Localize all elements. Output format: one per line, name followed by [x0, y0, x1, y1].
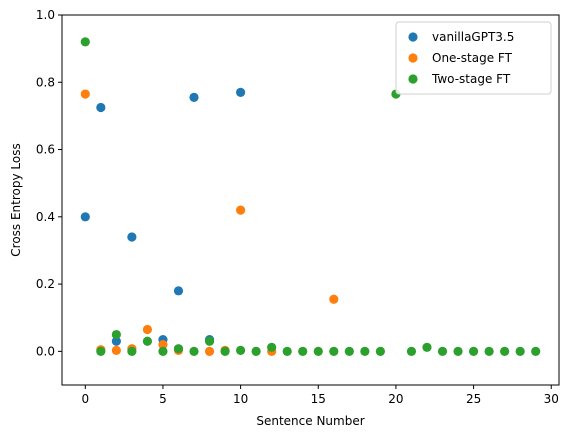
point-series2-4: [142, 336, 153, 346]
plot-frame: [61, 14, 560, 386]
point-series2-1: [96, 346, 106, 356]
point-series2-10: [236, 345, 246, 355]
point-series2-25: [468, 346, 479, 356]
y-tick-label-1: 0.2: [36, 277, 55, 291]
legend-label-0: vanillaGPT3.5: [432, 30, 514, 44]
point-series0-5: [173, 286, 184, 296]
x-tick-label-4: 20: [388, 392, 403, 406]
point-series2-8: [204, 336, 215, 346]
legend-marker-2: [408, 74, 418, 84]
x-tick-label-0: 0: [81, 392, 89, 406]
point-series2-24: [453, 346, 463, 356]
y-axis-label: Cross Entropy Loss: [9, 143, 23, 256]
point-series1-0: [80, 89, 90, 99]
point-series1-7: [204, 346, 215, 356]
x-tick-label-2: 10: [233, 392, 248, 406]
point-series0-6: [189, 92, 199, 103]
point-series1-2: [111, 345, 121, 355]
point-series2-9: [220, 346, 230, 356]
legend-label-2: Two-stage FT: [431, 72, 511, 86]
point-series2-15: [313, 346, 323, 356]
point-series2-13: [282, 346, 292, 356]
y-tick-label-3: 0.6: [36, 143, 55, 157]
point-series0-8: [236, 87, 246, 97]
y-tick-label-5: 1.0: [36, 8, 55, 22]
point-series2-7: [189, 346, 199, 356]
point-series0-2: [111, 336, 121, 346]
x-tick-label-1: 5: [159, 392, 167, 406]
point-series1-11: [329, 294, 339, 304]
point-series2-11: [251, 346, 261, 356]
data-points: [80, 37, 541, 356]
legend-marker-1: [408, 53, 418, 63]
point-series2-0: [80, 37, 90, 47]
point-series0-3: [127, 232, 137, 242]
point-series2-26: [484, 346, 494, 356]
point-series2-19: [375, 346, 385, 356]
x-tick-label-6: 30: [544, 392, 559, 406]
x-tick-label-5: 25: [466, 392, 481, 406]
y-tick-label-4: 0.8: [36, 75, 55, 89]
legend: vanillaGPT3.5 One-stage FT Two-stage FT: [395, 21, 552, 95]
point-series2-16: [329, 346, 339, 356]
point-series2-29: [531, 346, 541, 356]
legend-box: [395, 21, 552, 95]
point-series2-3: [127, 346, 137, 356]
point-series1-5: [158, 340, 168, 350]
y-axis-ticks: 0.0 0.2 0.4 0.6 0.8 1.0: [36, 8, 62, 358]
point-series2-17: [344, 346, 354, 356]
point-series1-9: [236, 205, 246, 215]
point-series2-6: [173, 344, 184, 354]
point-series2-18: [360, 346, 370, 356]
point-series2-27: [500, 346, 510, 356]
point-series2-12: [267, 342, 277, 352]
point-series2-23: [437, 346, 448, 356]
point-series2-22: [422, 342, 432, 352]
point-series2-28: [515, 346, 525, 356]
point-series2-14: [298, 346, 308, 356]
point-series2-21: [406, 346, 417, 356]
x-axis-ticks: 0 5 10 15 20 25 30: [81, 385, 559, 406]
y-tick-label-0: 0.0: [36, 344, 55, 358]
legend-marker-0: [408, 32, 418, 42]
point-series2-2: [111, 329, 121, 340]
legend-label-1: One-stage FT: [432, 51, 513, 65]
y-tick-label-2: 0.4: [36, 210, 55, 224]
x-tick-label-3: 15: [311, 392, 326, 406]
point-series1-4: [142, 324, 153, 335]
point-series0-1: [96, 102, 106, 113]
point-series0-0: [80, 212, 90, 222]
x-axis-label: Sentence Number: [256, 414, 364, 428]
point-series2-5: [158, 346, 168, 356]
